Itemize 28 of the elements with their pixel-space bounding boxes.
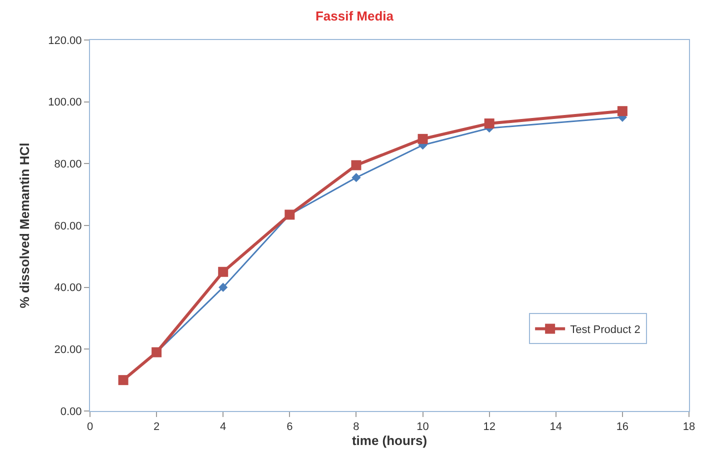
x-tick-label: 12 [483, 421, 496, 434]
point [484, 118, 494, 128]
legend-label: Test Product 2 [570, 324, 640, 336]
y-tick-label: 60.00 [54, 220, 82, 232]
point [218, 266, 228, 277]
x-tick-label: 18 [682, 421, 696, 434]
chart-title: Fassif Media [315, 8, 394, 24]
x-tick-label: 8 [353, 421, 360, 434]
x-tick-label: 4 [220, 421, 226, 434]
y-tick-label: 100.00 [48, 96, 82, 109]
x-tick-label: 6 [286, 421, 293, 434]
point [617, 106, 628, 116]
y-tick-label: 120.00 [48, 34, 82, 47]
x-tick-label: 0 [86, 421, 94, 434]
y-tick-label: 0.00 [60, 406, 82, 418]
point [418, 134, 428, 144]
y-tick-label: 80.00 [54, 158, 82, 171]
x-tick-label: 10 [416, 421, 429, 434]
x-axis-title: time (hours) [352, 433, 428, 448]
y-axis-title: % dissolved Memantin HCl [17, 142, 32, 308]
point [218, 282, 228, 292]
point [351, 160, 362, 170]
x-tick-label: 2 [153, 421, 160, 434]
x-tick-label: 14 [550, 421, 562, 434]
point [352, 173, 361, 182]
x-tick-label: 16 [616, 421, 629, 434]
y-tick-label: 20.00 [54, 344, 82, 356]
y-tick-label: 40.00 [54, 282, 82, 294]
